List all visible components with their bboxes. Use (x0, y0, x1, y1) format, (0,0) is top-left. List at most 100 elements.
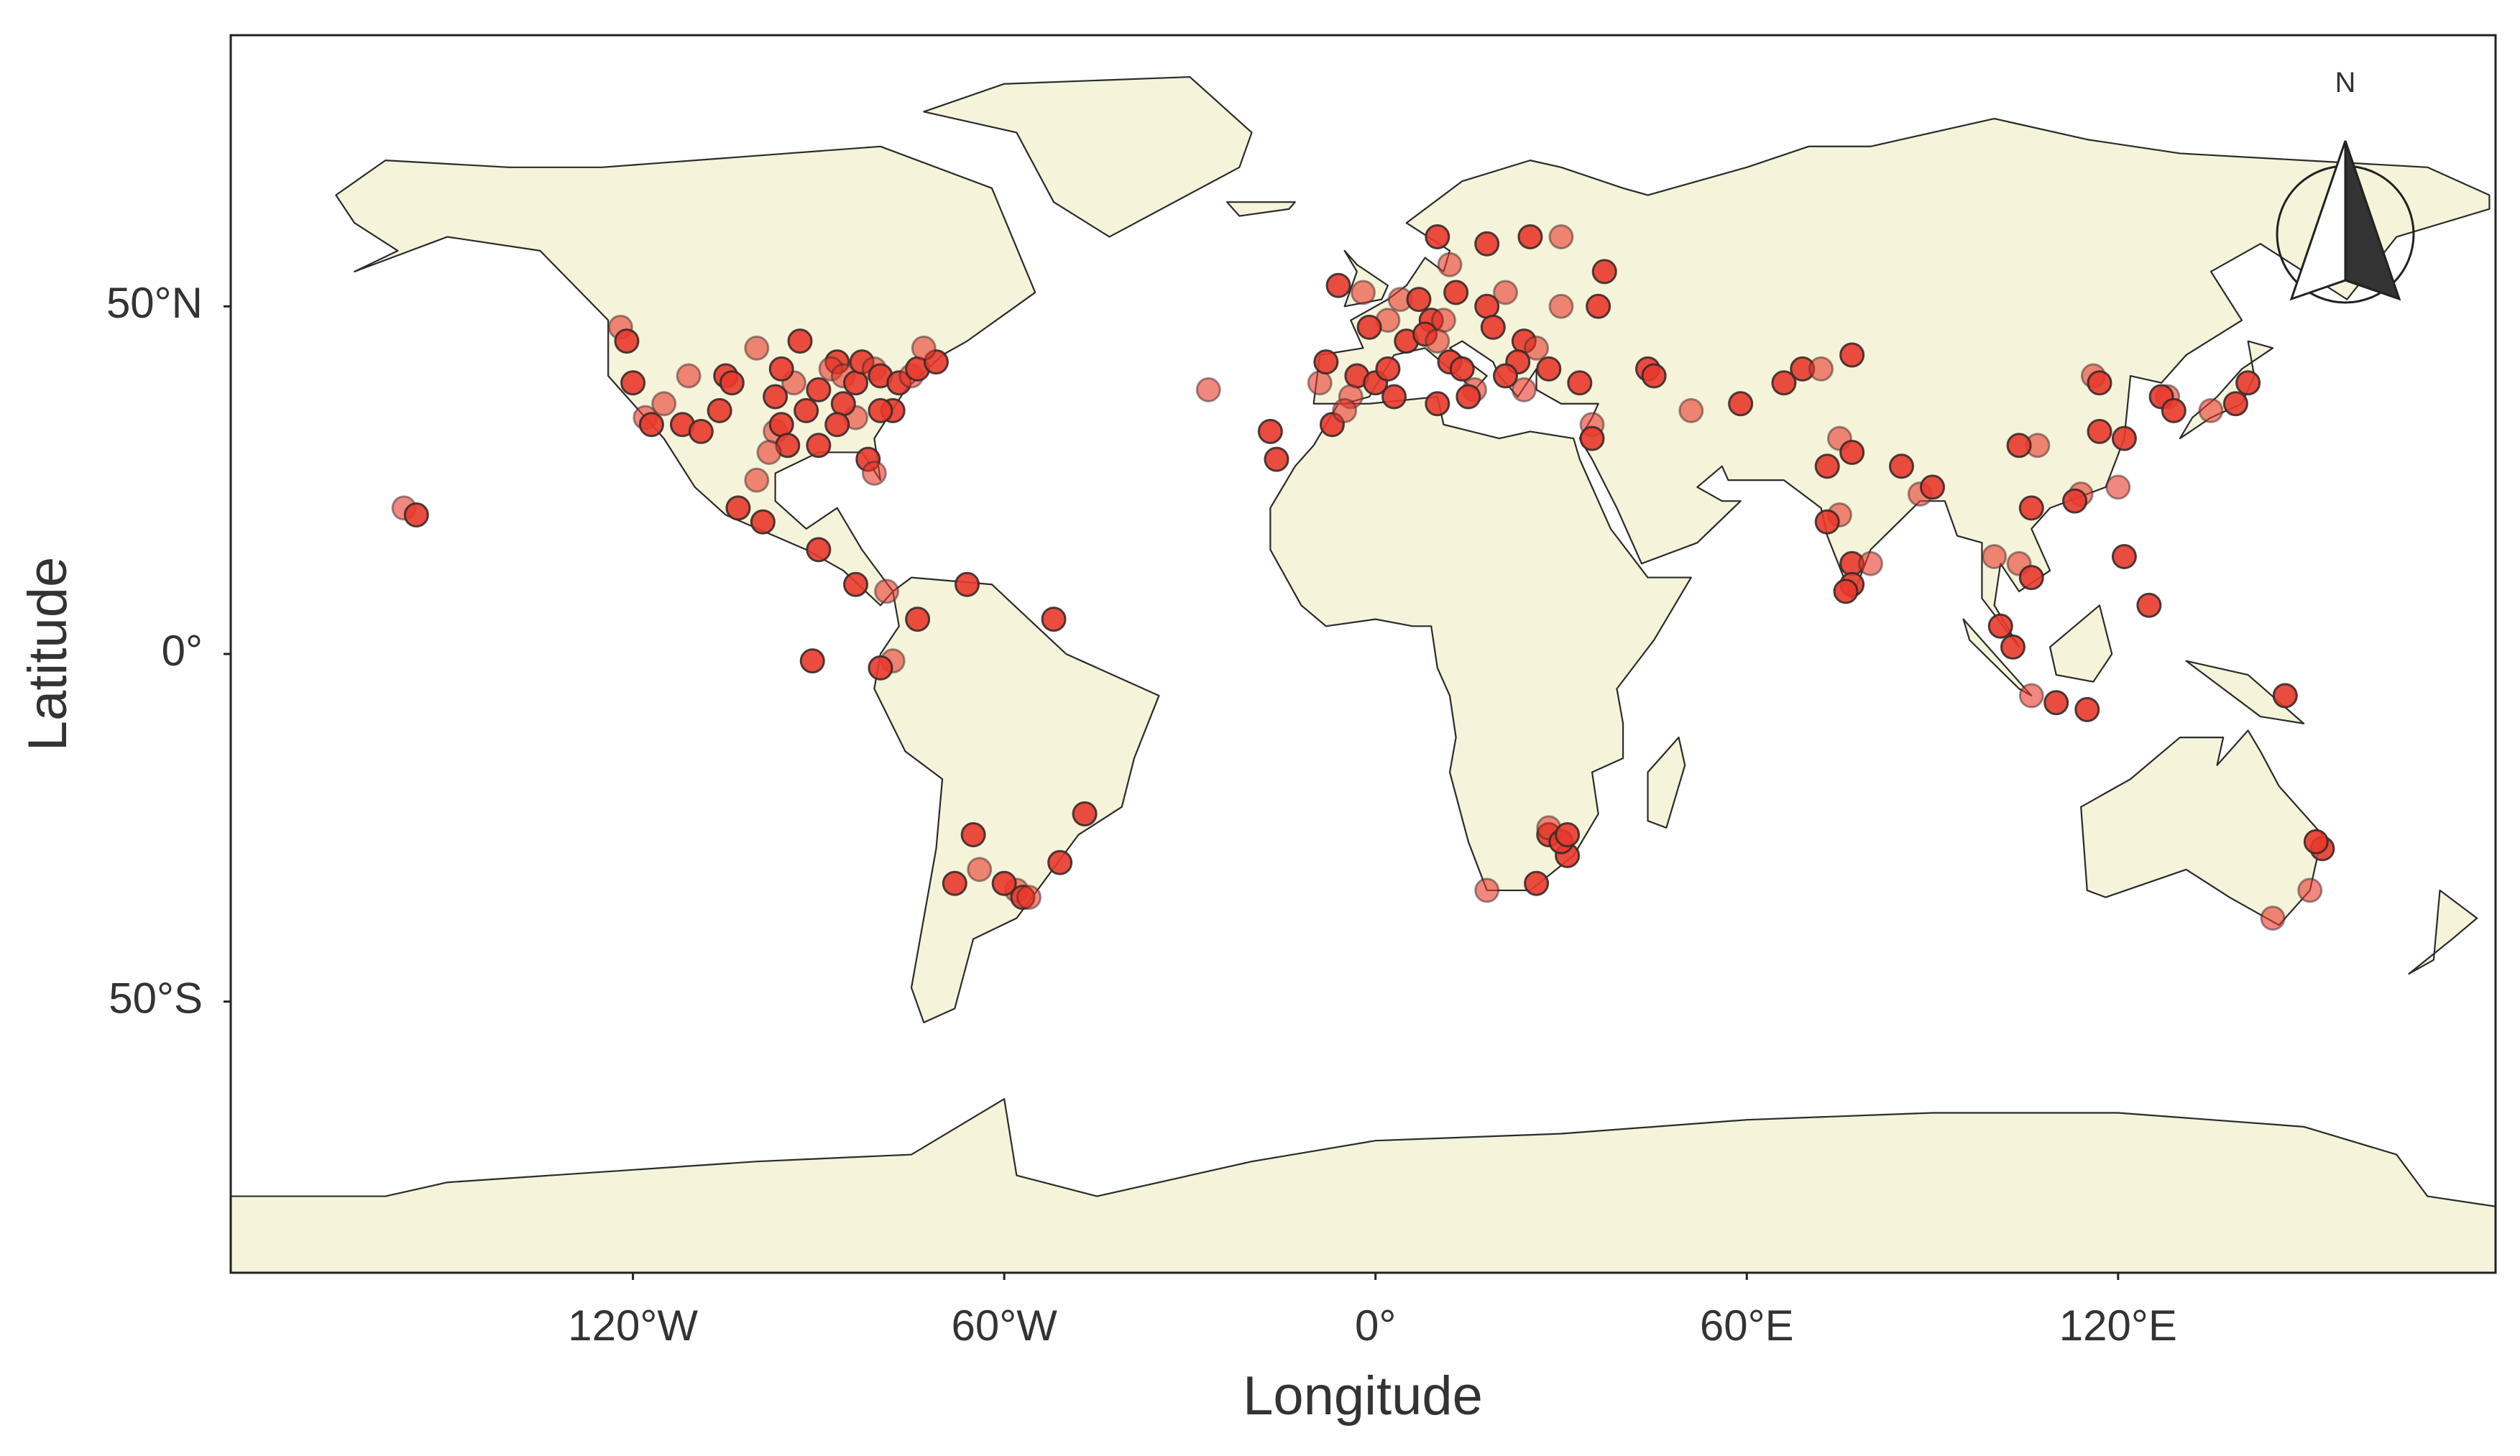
new-guinea (2186, 661, 2304, 724)
point (1517, 224, 1543, 250)
point (905, 607, 931, 632)
y-tick-label: 50°S (109, 974, 203, 1023)
point (2111, 425, 2137, 451)
point (2062, 488, 2088, 514)
point (1406, 287, 1432, 313)
point (1456, 384, 1481, 410)
north-arrow-right (2344, 140, 2401, 301)
points (391, 224, 2335, 931)
point (1195, 377, 1221, 402)
x-tick-label: 60°E (1700, 1301, 1794, 1350)
point (2018, 495, 2044, 521)
land (231, 77, 2496, 1273)
point (1047, 849, 1073, 875)
point (942, 870, 967, 896)
point (676, 363, 702, 389)
point (403, 502, 429, 528)
point (1982, 544, 2008, 570)
x-tick-label: 120°W (568, 1301, 698, 1350)
point (843, 571, 869, 597)
point (1889, 453, 1915, 479)
point (2297, 877, 2323, 903)
point (1511, 377, 1537, 402)
point (2074, 696, 2100, 722)
point (1356, 314, 1382, 340)
point (1425, 224, 1450, 250)
eurasia (1314, 119, 2490, 647)
point (1586, 293, 1611, 319)
point (911, 335, 937, 361)
madagascar (1648, 737, 1686, 828)
point (1920, 474, 1946, 500)
point (874, 579, 900, 604)
greenland (924, 77, 1251, 237)
x-tick-label: 0° (1355, 1301, 1396, 1350)
point (1857, 550, 1883, 576)
point (806, 537, 832, 563)
point (1449, 356, 1475, 382)
x-tick-label: 60°W (951, 1301, 1057, 1350)
point (787, 328, 813, 354)
point (960, 822, 986, 848)
point (2018, 565, 2044, 591)
point (1567, 370, 1593, 396)
point (861, 460, 887, 486)
point (744, 467, 770, 493)
x-tick-label: 120°E (2059, 1301, 2177, 1350)
north-label: N (2335, 67, 2356, 98)
point (1493, 363, 1519, 389)
point (1771, 370, 1797, 396)
y-axis-title: Latitude (17, 557, 78, 751)
y-tick-label: 0° (162, 627, 203, 675)
australia (2081, 730, 2322, 925)
point (719, 370, 745, 396)
point (955, 571, 980, 597)
point (1536, 356, 1562, 382)
point (638, 412, 664, 438)
point (1524, 335, 1550, 361)
point (750, 509, 776, 535)
point (1814, 509, 1840, 535)
point (1264, 446, 1289, 472)
point (2136, 592, 2162, 618)
point (756, 439, 782, 465)
point (2087, 370, 2112, 396)
y-tick-label: 50°N (106, 279, 203, 327)
point (1425, 391, 1450, 417)
point (1351, 280, 1376, 305)
point (1591, 259, 1617, 285)
point (1437, 252, 1463, 277)
point (2087, 418, 2112, 444)
point (967, 857, 993, 883)
point (1555, 822, 1581, 848)
point (2105, 474, 2131, 500)
point (2006, 433, 2032, 459)
point (2000, 634, 2025, 660)
point (1987, 613, 2013, 639)
point (1548, 293, 1574, 319)
point (1425, 328, 1450, 354)
point (1808, 356, 1834, 382)
point (806, 433, 832, 459)
iceland (1227, 202, 1295, 216)
point (1381, 384, 1407, 410)
point (768, 356, 794, 382)
point (1524, 870, 1550, 896)
borneo (2050, 605, 2112, 681)
point (1641, 363, 1667, 389)
point (2235, 370, 2261, 396)
point (651, 391, 677, 417)
point (688, 418, 714, 444)
point (1579, 425, 1605, 451)
point (2198, 397, 2224, 423)
point (824, 412, 850, 438)
point (2222, 391, 2248, 417)
point (1728, 391, 1754, 417)
point (1307, 370, 1333, 396)
point (1325, 272, 1351, 298)
point (725, 495, 751, 521)
point (1072, 801, 1098, 827)
point (868, 655, 893, 681)
continents (231, 77, 2496, 1273)
